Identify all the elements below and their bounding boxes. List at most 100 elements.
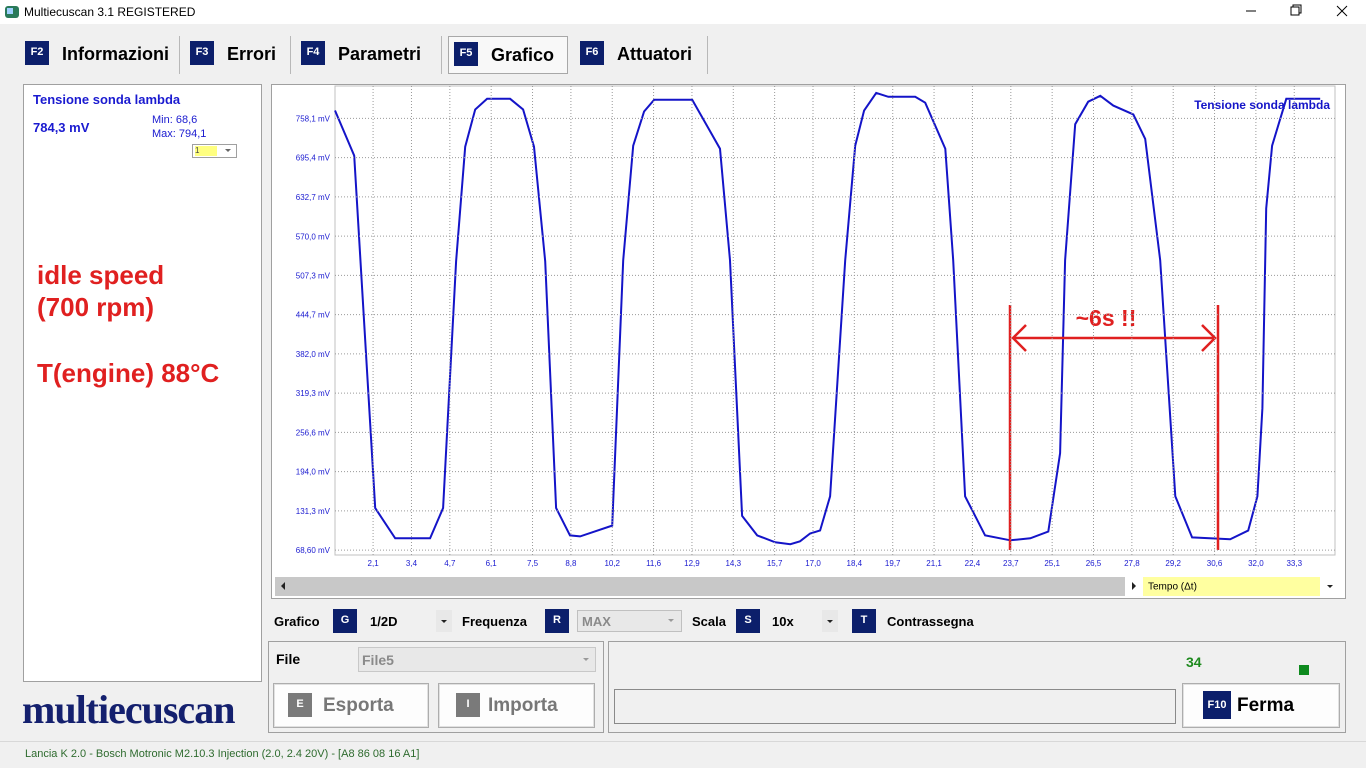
export-button[interactable]: E Esporta (273, 683, 429, 728)
control-value: 10x (772, 614, 794, 629)
x-tick-label: 10,2 (604, 559, 620, 568)
shortcut-key[interactable]: T (852, 609, 876, 633)
control-label[interactable]: Contrassegna (887, 614, 974, 629)
x-tick-label: 6,1 (486, 559, 498, 568)
shortcut-key[interactable]: S (736, 609, 760, 633)
x-tick-label: 15,7 (767, 559, 783, 568)
shortcut-key: F10 (1203, 691, 1231, 719)
y-tick-label: 570,0 mV (296, 232, 331, 241)
scrollbar[interactable] (275, 577, 1125, 596)
scroll-left[interactable] (281, 582, 285, 590)
shortcut-key: F4 (301, 41, 325, 65)
file-label: File (276, 651, 301, 667)
import-button[interactable]: I Importa (438, 683, 595, 728)
tab-label: Attuatori (617, 44, 692, 64)
note: T(engine) 88°C (37, 358, 220, 388)
status-bar: Lancia K 2.0 - Bosch Motronic M2.10.3 In… (0, 741, 1366, 768)
dropdown-arrow (668, 619, 674, 622)
tab[interactable]: F3 Errori (185, 36, 291, 74)
tab-label: Grafico (491, 45, 555, 65)
tab-label: Parametri (338, 44, 422, 64)
y-tick-label: 256,6 mV (296, 429, 331, 438)
stop-button[interactable]: F10 Ferma (1182, 683, 1340, 728)
x-tick-label: 17,0 (805, 559, 821, 568)
dropdown-arrow[interactable] (1327, 585, 1333, 588)
status-text: Lancia K 2.0 - Bosch Motronic M2.10.3 In… (25, 748, 420, 760)
y-tick-label: 194,0 mV (296, 468, 331, 477)
x-tick-label: 14,3 (725, 559, 741, 568)
dropdown-button[interactable] (436, 610, 452, 632)
parameter-name: Tensione sonda lambda (33, 92, 181, 107)
control-value: MAX (582, 614, 611, 629)
frequency-combo[interactable]: MAX (577, 610, 682, 632)
shortcut-key[interactable]: G (333, 609, 357, 633)
window-buttons[interactable] (1230, 0, 1366, 24)
tab-label: Errori (227, 44, 277, 64)
channel-value: 1 (195, 146, 217, 156)
channel-dropdown[interactable]: 1 (192, 144, 237, 158)
x-tick-label: 22,4 (965, 559, 981, 568)
tab[interactable]: F6 Attuatori (575, 36, 708, 74)
x-tick-label: 30,6 (1207, 559, 1223, 568)
x-tick-label: 4,7 (444, 559, 456, 568)
legend-label: Tensione sonda lambda (1194, 98, 1330, 112)
x-selector[interactable] (1143, 577, 1320, 596)
x-tick-label: 21,1 (926, 559, 942, 568)
data-line (334, 91, 1321, 546)
annotation-text: ~6s !! (1076, 305, 1137, 331)
dropdown-button[interactable] (822, 610, 838, 632)
shortcut-key: F5 (454, 42, 478, 66)
dropdown-arrow (583, 658, 589, 661)
progress-field (614, 689, 1176, 724)
control-label: Scala (692, 614, 726, 629)
shortcut-key: F3 (190, 41, 214, 65)
dropdown-arrow (225, 149, 231, 152)
scroll-right[interactable] (1132, 582, 1136, 590)
x-tick-label: 26,5 (1086, 559, 1102, 568)
y-tick-label: 695,4 mV (296, 154, 331, 163)
control-value: 1/2D (370, 614, 398, 629)
x-tick-label: 27,8 (1124, 559, 1140, 568)
y-tick-label: 131,3 mV (296, 507, 331, 516)
x-tick-label: 7,5 (527, 559, 539, 568)
shortcut-key: E (288, 693, 312, 717)
app-icon (5, 6, 19, 18)
x-tick-label: 3,4 (406, 559, 418, 568)
x-tick-label: 18,4 (847, 559, 863, 568)
x-tick-label: 32,0 (1248, 559, 1264, 568)
note: (700 rpm) (37, 292, 155, 322)
shortcut-key[interactable]: R (545, 609, 569, 633)
y-tick-label: 444,7 mV (296, 311, 331, 320)
window-title: Multiecuscan 3.1 REGISTERED (24, 5, 196, 19)
file-panel (268, 641, 604, 733)
note: idle speed (37, 260, 165, 290)
y-tick-label: 758,1 mV (296, 114, 331, 123)
shortcut-key: F6 (580, 41, 604, 65)
tab[interactable]: F4 Parametri (296, 36, 442, 74)
parameter-min: Min: 68,6 (152, 114, 198, 126)
file-combo[interactable]: File5 (358, 647, 596, 672)
x-tick-label: 25,1 (1044, 559, 1060, 568)
parameter-max: Max: 794,1 (152, 128, 207, 140)
y-tick-label: 507,3 mV (296, 272, 331, 281)
title-bar (0, 0, 1366, 24)
y-tick-label: 319,3 mV (296, 389, 331, 398)
tab[interactable]: F5 Grafico (448, 36, 568, 74)
chart: Tensione sonda lambda Tempo (Δt) ~6s !! 68,… (275, 85, 1336, 596)
tab[interactable]: F2 Informazioni (20, 36, 180, 74)
button-label: Ferma (1237, 695, 1295, 716)
x-tick-label: 12,9 (684, 559, 700, 568)
y-tick-label: 382,0 mV (296, 350, 331, 359)
x-tick-label: 23,7 (1003, 559, 1019, 568)
tab-label: Informazioni (62, 44, 169, 64)
status-panel (608, 641, 1346, 733)
plot-area (334, 85, 1336, 556)
x-tick-label: 33,3 (1286, 559, 1302, 568)
x-tick-label: 29,2 (1165, 559, 1181, 568)
shortcut-key: F2 (25, 41, 49, 65)
parameter-value: 784,3 mV (33, 120, 90, 135)
status-indicator (1299, 665, 1309, 675)
x-tick-label: 8,8 (565, 559, 577, 568)
plot: Tensione sonda lambda Tempo (Δt) ~6s !! 68,… (275, 85, 1336, 596)
